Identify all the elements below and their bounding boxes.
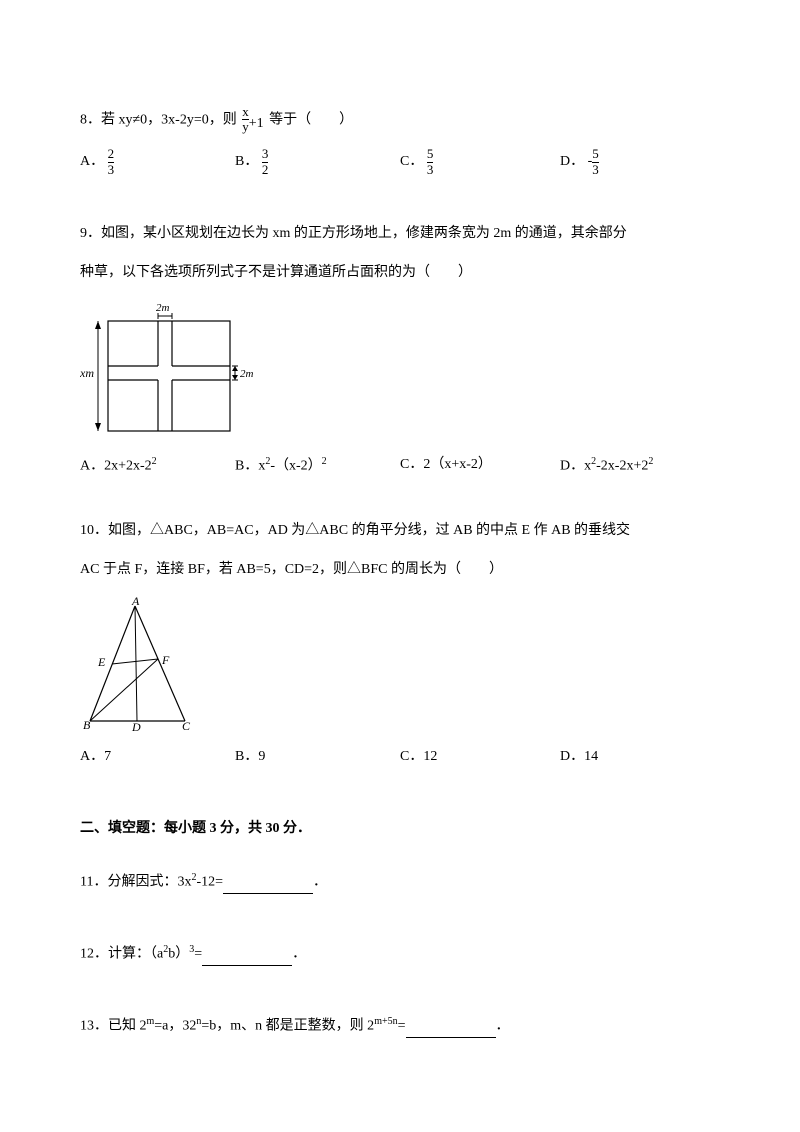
- q10-label-B: B: [83, 718, 91, 732]
- q10-option-c: C．12: [400, 746, 437, 768]
- q10-label-F: F: [161, 653, 170, 667]
- q9-option-d: D．x2-2x-2x+22: [560, 454, 653, 478]
- q10-options: A．7 B．9 C．12 D．14: [80, 746, 720, 768]
- question-13: 13．已知 2m=a，32n=b，m、n 都是正整数，则 2m+5n=．: [80, 1014, 720, 1038]
- q8-option-c: C． 53: [400, 147, 433, 177]
- q8-option-a: A． 23: [80, 147, 114, 177]
- q10-option-b: B．9: [235, 746, 265, 768]
- q12-blank: [202, 950, 292, 966]
- q12-prefix: 12．计算：（a: [80, 947, 163, 962]
- q9-label-top: 2m: [156, 302, 170, 314]
- q8-option-d: D． -53: [560, 147, 599, 177]
- q9-figure: 2m xm 2m: [80, 299, 720, 444]
- q10-option-d: D．14: [560, 746, 598, 768]
- q8-text: 8．若 xy≠0，3x-2y=0，则 x y +1 等于（ ）: [80, 105, 720, 135]
- q10-figure: A B C D E F: [80, 596, 720, 736]
- question-8: 8．若 xy≠0，3x-2y=0，则 x y +1 等于（ ） A． 23 B．…: [80, 105, 720, 179]
- q8-suffix: 等于（ ）: [269, 112, 353, 127]
- q11-prefix: 11．分解因式：3x: [80, 875, 191, 890]
- question-11: 11．分解因式：3x2-12=．: [80, 870, 720, 894]
- q9-option-b: B．x2-（x-2）2: [235, 454, 327, 478]
- question-10: 10．如图，△ABC，AB=AC，AD 为△ABC 的角平分线，过 AB 的中点…: [80, 516, 720, 768]
- q9-option-a: A．2x+2x-22: [80, 454, 157, 478]
- q9-line1: 9．如图，某小区规划在边长为 xm 的正方形场地上，修建两条宽为 2m 的通道，…: [80, 219, 720, 250]
- q9-line2: 种草，以下各选项所列式子不是计算通道所占面积的为（ ）: [80, 258, 720, 289]
- section-2-title: 二、填空题：每小题 3 分，共 30 分．: [80, 818, 720, 840]
- q8-options: A． 23 B． 32 C． 53 D． -53: [80, 147, 720, 179]
- q9-options: A．2x+2x-22 B．x2-（x-2）2 C．2（x+x-2） D．x2-2…: [80, 454, 720, 476]
- q9-option-c: C．2（x+x-2）: [400, 454, 492, 476]
- q10-line1: 10．如图，△ABC，AB=AC，AD 为△ABC 的角平分线，过 AB 的中点…: [80, 516, 720, 547]
- q10-label-C: C: [182, 719, 191, 733]
- q10-label-E: E: [97, 655, 106, 669]
- q13-blank: [406, 1022, 496, 1038]
- q10-line2: AC 于点 F，连接 BF，若 AB=5，CD=2，则△BFC 的周长为（ ）: [80, 555, 720, 586]
- q8-option-b: B． 32: [235, 147, 268, 177]
- q9-label-right: 2m: [240, 368, 254, 380]
- q9-label-left: xm: [80, 366, 94, 380]
- q8-expression: x y +1: [242, 105, 263, 135]
- q10-option-a: A．7: [80, 746, 111, 768]
- question-9: 9．如图，某小区规划在边长为 xm 的正方形场地上，修建两条宽为 2m 的通道，…: [80, 219, 720, 476]
- q10-label-D: D: [131, 720, 141, 734]
- q13-prefix: 13．已知 2: [80, 1019, 147, 1034]
- q8-prefix: 8．若 xy≠0，3x-2y=0，则: [80, 112, 237, 127]
- q10-label-A: A: [131, 596, 140, 608]
- q11-blank: [223, 878, 313, 894]
- question-12: 12．计算：（a2b）3=．: [80, 942, 720, 966]
